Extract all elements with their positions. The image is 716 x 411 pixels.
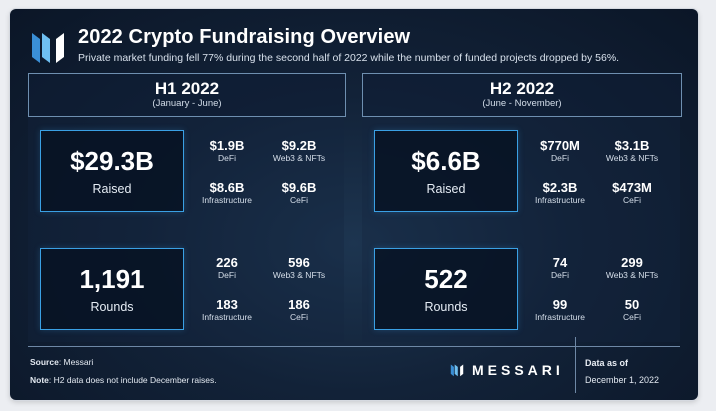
stat-value: $9.2B bbox=[281, 138, 317, 153]
stat-label: DeFi bbox=[218, 153, 236, 163]
stat-value: 74 bbox=[552, 255, 568, 270]
messari-logo-icon bbox=[32, 33, 64, 63]
stat-label: Web3 & NFTs bbox=[272, 270, 326, 280]
h1-rounds-value: 1,191 bbox=[79, 264, 145, 294]
source-label: Source bbox=[30, 357, 59, 367]
stat-value: 99 bbox=[552, 297, 568, 312]
data-as-of-label: Data as of bbox=[585, 358, 629, 368]
stat-label: DeFi bbox=[218, 270, 236, 280]
stat-value: 183 bbox=[216, 297, 238, 312]
h2-raised-web3: $3.1B Web3 & NFTs bbox=[592, 138, 672, 164]
stat-value: $770M bbox=[540, 138, 580, 153]
stat-label: DeFi bbox=[551, 270, 569, 280]
h1-header: H1 2022 (January - June) bbox=[28, 73, 346, 117]
h1-raised-box: $29.3B Raised bbox=[40, 130, 184, 212]
source-value: : Messari bbox=[58, 357, 94, 367]
stat-label: CeFi bbox=[623, 195, 641, 205]
h2-raised-infra: $2.3B Infrastructure bbox=[520, 180, 600, 206]
h2-rounds-label: Rounds bbox=[424, 300, 468, 314]
stat-value: $3.1B bbox=[614, 138, 650, 153]
stat-value: $1.9B bbox=[209, 138, 245, 153]
h2-rounds-box: 522 Rounds bbox=[374, 248, 518, 330]
h1-range: (January - June) bbox=[152, 98, 222, 109]
stat-label: Web3 & NFTs bbox=[605, 270, 659, 280]
messari-logo-small-icon bbox=[450, 364, 464, 377]
h2-title: H2 2022 bbox=[489, 79, 555, 98]
h1-raised-infra: $8.6B Infrastructure bbox=[187, 180, 267, 206]
h2-raised-box: $6.6B Raised bbox=[374, 130, 518, 212]
stat-value: 596 bbox=[288, 255, 310, 270]
note-label: Note bbox=[30, 375, 49, 385]
h1-raised-value: $29.3B bbox=[70, 146, 154, 176]
source-line: Source: Messari bbox=[30, 357, 93, 367]
stat-label: CeFi bbox=[290, 312, 308, 322]
data-as-of-date: December 1, 2022 bbox=[585, 375, 660, 385]
messari-brand: MESSARI bbox=[450, 361, 564, 379]
note-value: : H2 data does not include December rais… bbox=[48, 375, 217, 385]
stat-value: $473M bbox=[612, 180, 652, 195]
h1-raised-web3: $9.2B Web3 & NFTs bbox=[259, 138, 339, 164]
stat-label: Infrastructure bbox=[534, 195, 586, 205]
stat-label: CeFi bbox=[290, 195, 308, 205]
h1-raised-defi: $1.9B DeFi bbox=[187, 138, 267, 164]
h2-rounds-value: 522 bbox=[424, 264, 468, 294]
page-subtitle: Private market funding fell 77% during t… bbox=[78, 52, 620, 64]
h1-rounds-defi: 226 DeFi bbox=[187, 255, 267, 281]
stat-label: Infrastructure bbox=[201, 312, 253, 322]
stat-label: CeFi bbox=[623, 312, 641, 322]
h2-rounds-cefi: 50 CeFi bbox=[592, 297, 672, 323]
page-title: 2022 Crypto Fundraising Overview bbox=[78, 26, 411, 48]
stat-label: Infrastructure bbox=[534, 312, 586, 322]
h1-title: H1 2022 bbox=[154, 79, 220, 98]
h1-rounds-label: Rounds bbox=[90, 300, 134, 314]
infographic-card: 2022 Crypto Fundraising Overview Private… bbox=[10, 9, 698, 400]
h2-rounds-infra: 99 Infrastructure bbox=[520, 297, 600, 323]
stat-label: Web3 & NFTs bbox=[605, 153, 659, 163]
stat-value: 226 bbox=[216, 255, 238, 270]
stat-label: DeFi bbox=[551, 153, 569, 163]
stat-value: $8.6B bbox=[209, 180, 245, 195]
h2-rounds-defi: 74 DeFi bbox=[520, 255, 600, 281]
footer-divider bbox=[28, 346, 680, 347]
h2-header: H2 2022 (June - November) bbox=[362, 73, 682, 117]
footer-vertical-divider bbox=[575, 337, 576, 393]
stat-value: $2.3B bbox=[542, 180, 578, 195]
brand-name: MESSARI bbox=[472, 362, 564, 378]
h2-raised-defi: $770M DeFi bbox=[520, 138, 600, 164]
h2-raised-value: $6.6B bbox=[411, 146, 481, 176]
stat-label: Web3 & NFTs bbox=[272, 153, 326, 163]
h1-raised-label: Raised bbox=[92, 182, 132, 196]
stat-value: $9.6B bbox=[281, 180, 317, 195]
h2-raised-label: Raised bbox=[426, 182, 466, 196]
stat-value: 186 bbox=[288, 297, 310, 312]
h1-rounds-cefi: 186 CeFi bbox=[259, 297, 339, 323]
h2-raised-cefi: $473M CeFi bbox=[592, 180, 672, 206]
h1-rounds-infra: 183 Infrastructure bbox=[187, 297, 267, 323]
h1-rounds-web3: 596 Web3 & NFTs bbox=[259, 255, 339, 281]
h2-rounds-web3: 299 Web3 & NFTs bbox=[592, 255, 672, 281]
note-line: Note: H2 data does not include December … bbox=[30, 375, 217, 385]
h2-range: (June - November) bbox=[482, 98, 562, 109]
stat-value: 50 bbox=[624, 297, 640, 312]
stat-label: Infrastructure bbox=[201, 195, 253, 205]
h1-raised-cefi: $9.6B CeFi bbox=[259, 180, 339, 206]
stat-value: 299 bbox=[621, 255, 643, 270]
h1-rounds-box: 1,191 Rounds bbox=[40, 248, 184, 330]
